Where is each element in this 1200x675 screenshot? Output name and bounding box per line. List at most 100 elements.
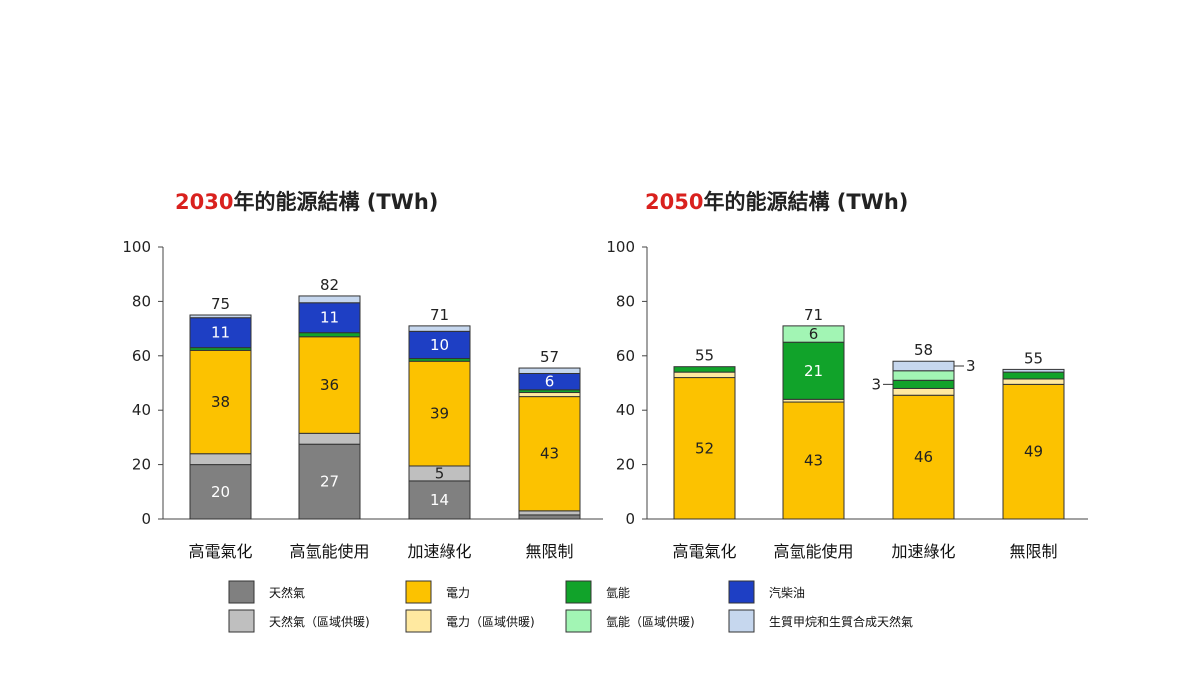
- legend-item-el: 電力: [405, 580, 470, 604]
- bar-segment-bio: [892, 360, 955, 372]
- bar-segment-el: [1002, 383, 1065, 520]
- data-label: 6: [809, 325, 819, 343]
- legend-label: 天然氣（區域供暖): [269, 614, 370, 629]
- legend-item-eld: 電力（區域供暖): [405, 609, 535, 633]
- bar-stack: 43 6 57: [518, 348, 581, 520]
- data-label: 20: [211, 483, 230, 501]
- bar-segment-bio: [1002, 368, 1065, 373]
- bar-total-label: 55: [1024, 349, 1043, 367]
- data-label: 49: [1024, 443, 1043, 461]
- legend-label: 生質甲烷和生質合成天然氣: [769, 614, 913, 629]
- data-label: 36: [320, 376, 339, 394]
- bar-segment-bio: [298, 295, 361, 304]
- bar-total-label: 75: [211, 295, 230, 313]
- chart-title: 2050年的能源結構 (TWh): [645, 190, 908, 214]
- bar-segment-el: [673, 377, 736, 520]
- legend-label: 氫能: [606, 585, 630, 600]
- bar-total-label: 71: [430, 306, 449, 324]
- data-label: 52: [695, 439, 714, 457]
- bar-segment-oil: [189, 317, 252, 349]
- category-label: 高氫能使用: [773, 542, 853, 561]
- bar-segment-h2: [673, 366, 736, 373]
- legend-item-ngd: 天然氣（區域供暖): [228, 609, 370, 633]
- bar-stack: 49 55: [1002, 349, 1065, 520]
- data-label: 6: [545, 373, 555, 391]
- bar-stack: 46 58 3 3: [871, 341, 976, 520]
- bar-segment-ngd: [298, 432, 361, 445]
- legend-swatch: [728, 580, 755, 604]
- data-label: 38: [211, 393, 230, 411]
- legend-label: 汽柴油: [769, 585, 805, 600]
- chart-title: 2030年的能源結構 (TWh): [175, 190, 438, 214]
- category-label: 高氫能使用: [289, 542, 369, 561]
- category-label: 無限制: [525, 542, 573, 561]
- y-tick-label: 40: [132, 401, 151, 419]
- legend-item-oil: 汽柴油: [728, 580, 805, 604]
- legend-item-bio: 生質甲烷和生質合成天然氣: [728, 609, 913, 633]
- y-tick-label: 40: [616, 401, 635, 419]
- bar-stack: 14 5 39 10 71: [408, 306, 471, 520]
- data-label: 43: [804, 452, 823, 470]
- data-label: 21: [804, 362, 823, 380]
- category-label: 高電氣化: [188, 542, 252, 561]
- bar-stack: 43 21 671: [782, 306, 845, 520]
- category-label: 加速綠化: [891, 542, 955, 561]
- bar-segment-eld: [1002, 378, 1065, 385]
- bar-total-label: 58: [914, 341, 933, 359]
- legend-item-h2d: 氫能（區域供暖): [565, 609, 695, 633]
- bar-segment-h2: [1002, 371, 1065, 380]
- bar-segment-h2: [298, 332, 361, 338]
- y-tick-label: 20: [616, 456, 635, 474]
- legend-item-h2: 氫能: [565, 580, 630, 604]
- legend-swatch: [728, 609, 755, 633]
- bar-segment-ngd: [518, 510, 581, 516]
- bar-total-label: 57: [540, 348, 559, 366]
- legend-swatch: [228, 580, 255, 604]
- bar-segment-h2d: [892, 370, 955, 381]
- bar-segment-oil: [298, 302, 361, 334]
- bar-segment-el: [782, 401, 845, 520]
- bar-segment-el: [518, 396, 581, 512]
- legend-label: 電力（區域供暖): [446, 615, 535, 629]
- category-label: 加速綠化: [407, 542, 471, 561]
- y-tick-label: 60: [132, 347, 151, 365]
- bar-segment-h2: [782, 341, 845, 400]
- bar-segment-ng: [298, 443, 361, 520]
- bar-segment-ng: [189, 464, 252, 520]
- category-label: 高電氣化: [672, 542, 736, 561]
- legend-label: 電力: [446, 586, 470, 600]
- bar-segment-h2: [892, 379, 955, 389]
- bar-segment-eld: [518, 392, 581, 398]
- bar-segment-ngd: [189, 453, 252, 466]
- bar-segment-ng: [518, 514, 581, 520]
- legend-label: 天然氣: [269, 585, 305, 600]
- data-label: 5: [435, 464, 445, 482]
- data-label: 11: [320, 309, 339, 327]
- legend-swatch: [565, 609, 592, 633]
- annotation-label: 3: [966, 357, 976, 375]
- bar-total-label: 55: [695, 347, 714, 365]
- chart-title-text: 年的能源結構 (TWh): [703, 190, 908, 214]
- chart-2030: 2030年的能源結構 (TWh) 0 20 40 60 80 100 20 38 11 75 高電氣化…: [122, 190, 603, 561]
- data-label: 46: [914, 448, 933, 466]
- legend-item-ng: 天然氣: [228, 580, 305, 604]
- bar-segment-bio: [408, 325, 471, 332]
- legend-swatch: [405, 580, 432, 604]
- legend-swatch: [228, 609, 255, 633]
- chart-title-text: 年的能源結構 (TWh): [233, 190, 438, 214]
- chart-title-year: 2030: [175, 190, 233, 214]
- legend-swatch: [405, 609, 432, 633]
- bar-segment-bio: [189, 314, 252, 319]
- bar-segment-eld: [673, 371, 736, 379]
- bar-stack: 20 38 11 75: [189, 295, 252, 520]
- y-tick-label: 80: [132, 292, 151, 310]
- data-label: 14: [430, 491, 449, 509]
- bar-segment-bio: [518, 367, 581, 374]
- bar-segment-el: [298, 336, 361, 434]
- y-tick-label: 60: [616, 347, 635, 365]
- category-label: 無限制: [1009, 542, 1057, 561]
- annotation-label: 3: [871, 375, 881, 393]
- bar-total-label: 71: [804, 306, 823, 324]
